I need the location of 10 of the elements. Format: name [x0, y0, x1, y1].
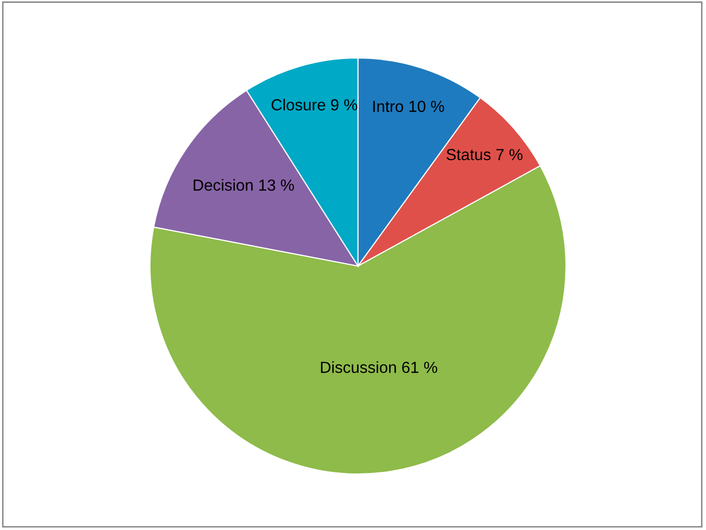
slice-label: Closure: [272, 98, 326, 110]
slice-label: Intro: [373, 100, 404, 112]
data-label: 9 %: [331, 99, 358, 110]
data-label: 10 %: [409, 100, 444, 112]
slice-label: Decision: [194, 179, 253, 191]
data-label: 13 %: [259, 179, 294, 191]
data-label: 7 %: [496, 149, 522, 160]
slice-label: Discussion: [321, 361, 396, 374]
slice-label: Status: [446, 148, 491, 160]
data-label: 61 %: [402, 362, 438, 374]
